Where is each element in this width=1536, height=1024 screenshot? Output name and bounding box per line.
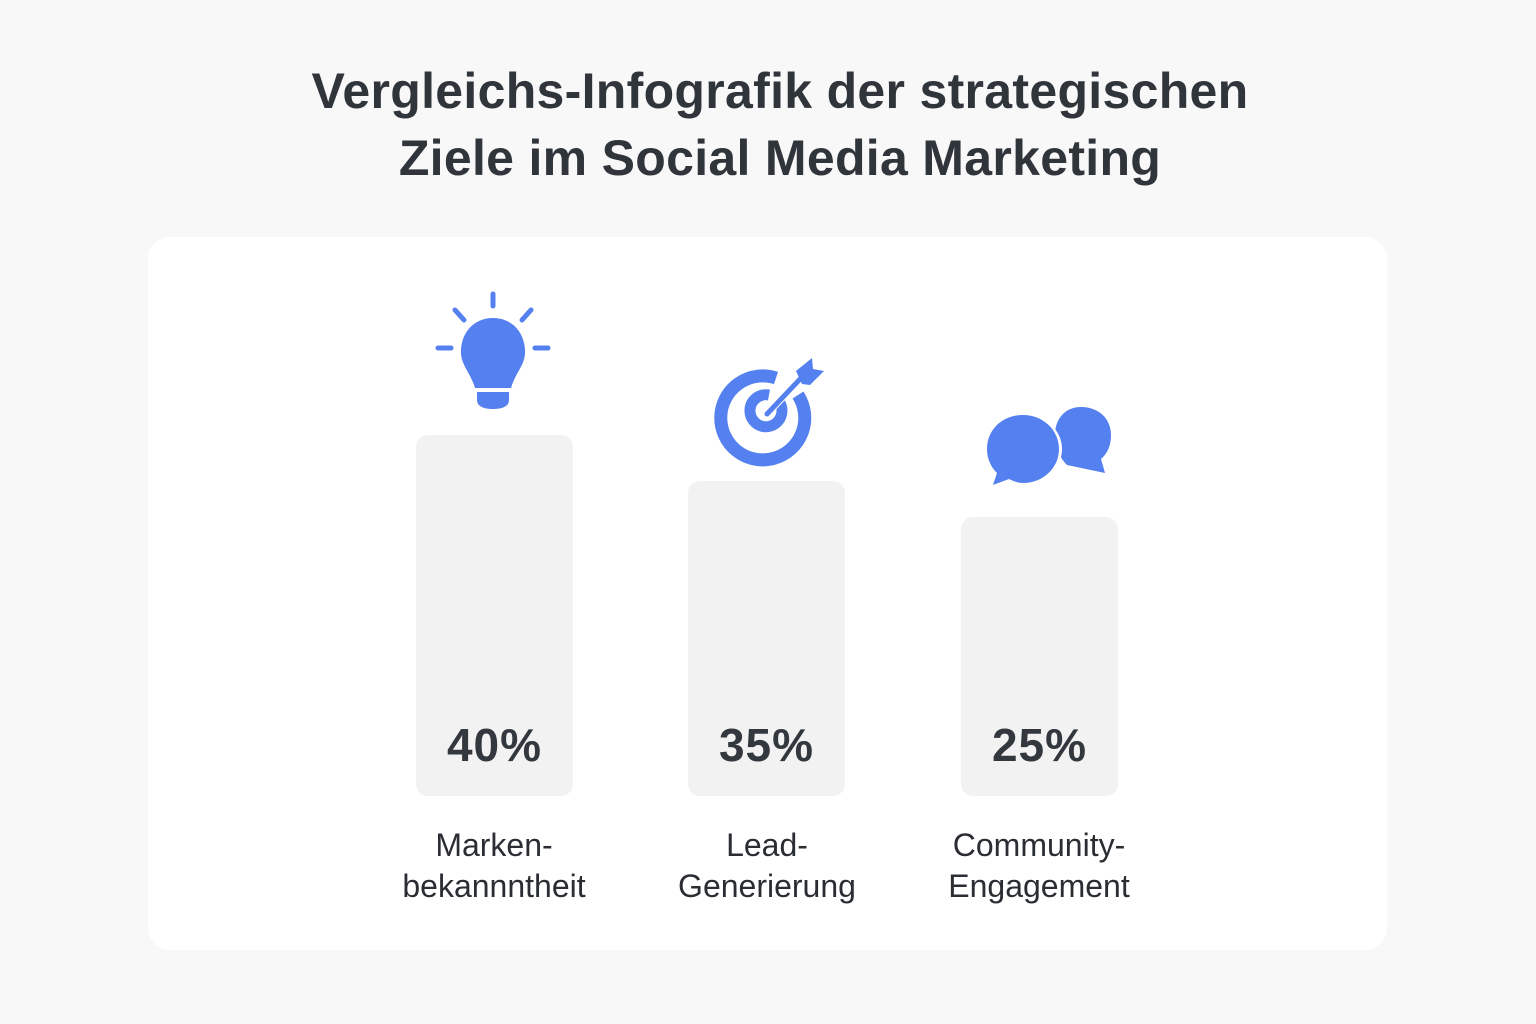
bar-lead-generierung — [688, 480, 845, 796]
bar-community-engagement — [961, 517, 1118, 796]
value-label-markenbekanntheit: 40% — [446, 719, 543, 771]
chart-title: Vergleichs-Infografik der strategischen … — [0, 58, 1536, 192]
chat-bubbles-icon — [984, 407, 1111, 485]
category-label-line: Engagement — [948, 868, 1130, 904]
lightbulb-icon — [435, 291, 551, 409]
value-label-lead-generierung: 35% — [718, 719, 815, 771]
title-line-2: Ziele im Social Media Marketing — [398, 130, 1162, 186]
category-label-line: bekannntheit — [402, 868, 586, 904]
target-arrow-icon — [714, 358, 824, 467]
category-label-line: Marken- — [435, 827, 553, 863]
category-label-community-engagement: Community- Engagement — [889, 825, 1189, 907]
category-label-line: Community- — [952, 827, 1126, 863]
category-label-markenbekanntheit: Marken- bekannntheit — [344, 825, 644, 907]
category-label-lead-generierung: Lead- Generierung — [617, 825, 917, 907]
category-label-line: Lead- — [726, 827, 808, 863]
title-line-1: Vergleichs-Infografik der strategischen — [311, 63, 1249, 119]
category-label-line: Generierung — [678, 868, 856, 904]
value-label-community-engagement: 25% — [991, 719, 1088, 771]
bar-markenbekanntheit — [416, 435, 573, 796]
